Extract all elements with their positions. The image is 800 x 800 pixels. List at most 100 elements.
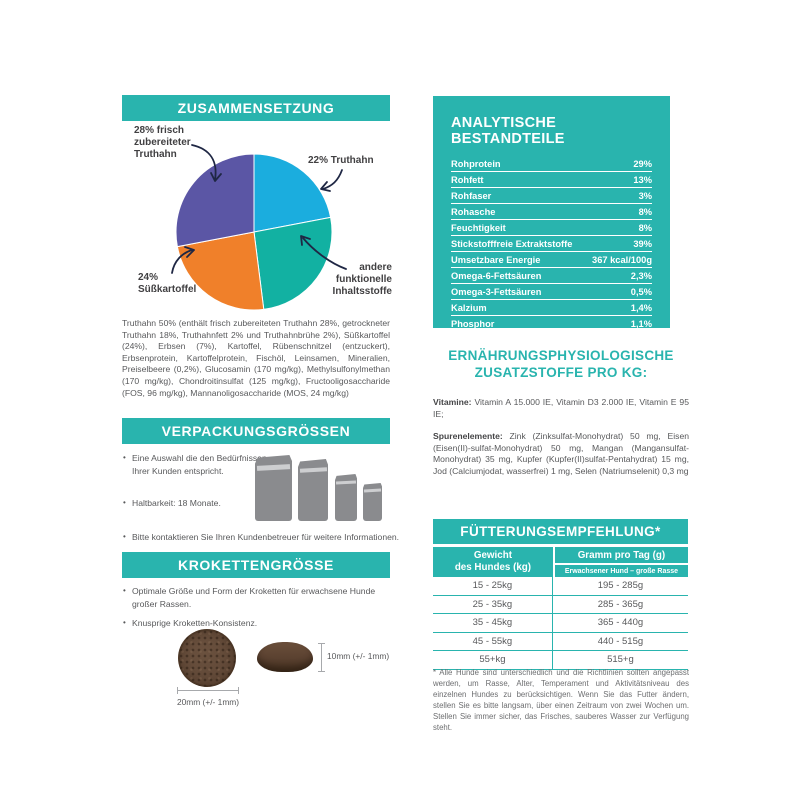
packaging-title: VERPACKUNGSGRÖSSEN (161, 423, 351, 439)
analytical-row: Phosphor 1,1% (451, 316, 652, 332)
packaging-bullet-3: Bitte kontaktieren Sie Ihren Kundenbetre… (122, 531, 400, 544)
grams-cell: 515+g (552, 651, 688, 669)
additives-heading-line2: ZUSATZSTOFFE PRO KG: (474, 365, 648, 380)
line (321, 643, 322, 672)
row-label: Stickstofffreie Extraktstoffe (451, 239, 573, 249)
feeding-table-row: 35 - 45kg 365 - 440g (433, 614, 688, 633)
feeding-table-row: 15 - 25kg 195 - 285g (433, 577, 688, 596)
bag-medium-icon (298, 459, 328, 521)
row-label: Phosphor (451, 319, 495, 329)
kibble-height-label: 10mm (+/- 1mm) (327, 651, 390, 661)
vitamins-text: Vitamin A 15.000 IE, Vitamin D3 2.000 IE… (433, 397, 689, 419)
row-label: Rohfaser (451, 191, 492, 201)
analytical-row: Omega-6-Fettsäuren 2,3% (451, 268, 652, 284)
row-label: Feuchtigkeit (451, 223, 506, 233)
kibble-top-view-image (178, 629, 236, 687)
pie-label-fresh-turkey: 28% frisch zubereiteter Truthahn (134, 125, 191, 160)
row-value: 0,5% (630, 287, 652, 297)
bag-large-icon (255, 455, 292, 521)
weight-header-line1: Gewicht (473, 550, 512, 561)
weight-cell: 35 - 45kg (433, 614, 553, 632)
weight-cell: 45 - 55kg (433, 632, 553, 650)
header-divider (554, 563, 688, 565)
row-value: 2,3% (630, 271, 652, 281)
weight-cell: 15 - 25kg (433, 577, 553, 595)
row-label: Kalzium (451, 303, 487, 313)
bag-mini-icon (363, 483, 382, 521)
row-label: Rohprotein (451, 159, 501, 169)
row-label: Rohfett (451, 175, 484, 185)
row-value: 1,1% (630, 319, 652, 329)
row-value: 8% (638, 223, 652, 233)
kibble-width-dimension-line (177, 687, 239, 694)
line (177, 690, 239, 691)
weight-cell: 55+kg (433, 651, 553, 669)
tick (238, 687, 239, 694)
grams-cell: 195 - 285g (552, 577, 688, 595)
analytical-row: Stickstofffreie Extraktstoffe 39% (451, 236, 652, 252)
feeding-title: FÜTTERUNGSEMPFEHLUNG* (460, 524, 661, 539)
trace-elements-text: Zink (Zinksulfat-Monohydrat) 50 mg, Eise… (433, 431, 689, 476)
trace-elements-label: Spurenelemente: (433, 431, 503, 441)
kibble-header-bar: KROKETTENGRÖSSE (122, 552, 390, 578)
kibble-height-dimension-line (318, 643, 325, 672)
weight-column-header: Gewicht des Hundes (kg) (433, 547, 553, 577)
grams-column-header: Gramm pro Tag (g) Erwachsener Hund – gro… (554, 547, 688, 577)
feeding-table-row: 45 - 55kg 440 - 515g (433, 632, 688, 651)
tick (318, 671, 325, 672)
row-label: Omega-6-Fettsäuren (451, 271, 542, 281)
kibble-width-label: 20mm (+/- 1mm) (176, 697, 240, 707)
row-value: 13% (633, 175, 652, 185)
kibble-side-view-image (257, 642, 313, 672)
composition-header-bar: ZUSAMMENSETZUNG (122, 95, 390, 121)
pie-label-turkey: 22% Truthahn (308, 155, 374, 166)
bag-small-icon (335, 474, 357, 521)
composition-pie-block: 28% frisch zubereiteter Truthahn 22% Tru… (122, 123, 392, 315)
trace-elements-paragraph: Spurenelemente: Zink (Zinksulfat-Monohyd… (433, 431, 689, 477)
kibble-title: KROKETTENGRÖSSE (177, 557, 334, 573)
row-label: Rohasche (451, 207, 496, 217)
analytical-row: Omega-3-Fettsäuren 0,5% (451, 284, 652, 300)
analytical-title: ANALYTISCHE BESTANDTEILE (451, 115, 565, 147)
composition-title: ZUSAMMENSETZUNG (177, 100, 335, 116)
analytical-row: Rohfaser 3% (451, 188, 652, 204)
feeding-title-bar: FÜTTERUNGSEMPFEHLUNG* (433, 519, 688, 544)
row-value: 367 kcal/100g (592, 255, 652, 265)
analytical-row: Rohasche 8% (451, 204, 652, 220)
feeding-recommendation-table: FÜTTERUNGSEMPFEHLUNG* Gewicht des Hundes… (433, 519, 688, 670)
pie-slice (253, 153, 332, 233)
analytical-row: Feuchtigkeit 8% (451, 220, 652, 236)
ingredients-paragraph: Truthahn 50% (enthält frisch zubereitete… (122, 318, 390, 398)
kibble-bullet-1: Optimale Größe und Form der Kroketten fü… (122, 585, 400, 610)
packaging-header-bar: VERPACKUNGSGRÖSSEN (122, 418, 390, 444)
analytical-row: Rohprotein 29% (451, 156, 652, 172)
feeding-table-row: 25 - 35kg 285 - 365g (433, 595, 688, 614)
packaging-bullet-1: Eine Auswahl die den Bedürfnissen Ihrer … (122, 452, 267, 477)
analytical-row: Kalzium 1,4% (451, 300, 652, 316)
analytical-constituents-box: ANALYTISCHE BESTANDTEILE Rohprotein 29% R… (433, 96, 670, 332)
additives-heading: ERNÄHRUNGSPHYSIOLOGISCHE ZUSATZSTOFFE PR… (433, 347, 689, 381)
row-value: 1,4% (630, 303, 652, 313)
pie-label-sweet-potato: 24% Süßkartoffel (138, 272, 197, 295)
grams-subheader-label: Erwachsener Hund – große Rasse (564, 567, 679, 575)
packaging-bags-illustration (253, 448, 385, 523)
row-value: 8% (638, 207, 652, 217)
grams-cell: 285 - 365g (552, 595, 688, 613)
grams-cell: 365 - 440g (552, 614, 688, 632)
analytical-row: Rohfett 13% (451, 172, 652, 188)
feeding-table-header: Gewicht des Hundes (kg) Gramm pro Tag (g… (433, 547, 688, 577)
row-value: 29% (633, 159, 652, 169)
pie-label-other-ingredients: andere funktionelle Inhaltsstoffe (332, 262, 392, 297)
weight-cell: 25 - 35kg (433, 595, 553, 613)
weight-header-line2: des Hundes (kg) (454, 562, 532, 573)
grams-header-label: Gramm pro Tag (g) (577, 549, 666, 561)
additives-heading-line1: ERNÄHRUNGSPHYSIOLOGISCHE (448, 348, 674, 363)
row-value: 39% (633, 239, 652, 249)
feeding-footnote: * Alle Hunde sind unterschiedlich und di… (433, 668, 689, 732)
row-label: Umsetzbare Energie (451, 255, 541, 265)
kibble-bullet-2: Knusprige Kroketten-Konsistenz. (122, 617, 400, 630)
grams-cell: 440 - 515g (552, 632, 688, 650)
vitamins-label: Vitamine: (433, 397, 472, 407)
packaging-bullet-2: Haltbarkeit: 18 Monate. (122, 497, 292, 510)
